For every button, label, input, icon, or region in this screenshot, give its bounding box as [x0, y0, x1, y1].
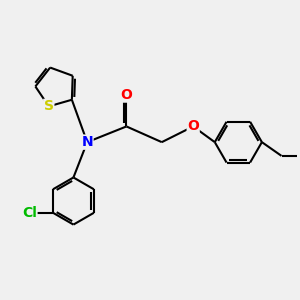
- Text: O: O: [121, 88, 132, 102]
- Text: N: N: [81, 135, 93, 149]
- Text: Cl: Cl: [22, 206, 37, 220]
- Text: S: S: [44, 99, 54, 113]
- Text: O: O: [187, 119, 199, 134]
